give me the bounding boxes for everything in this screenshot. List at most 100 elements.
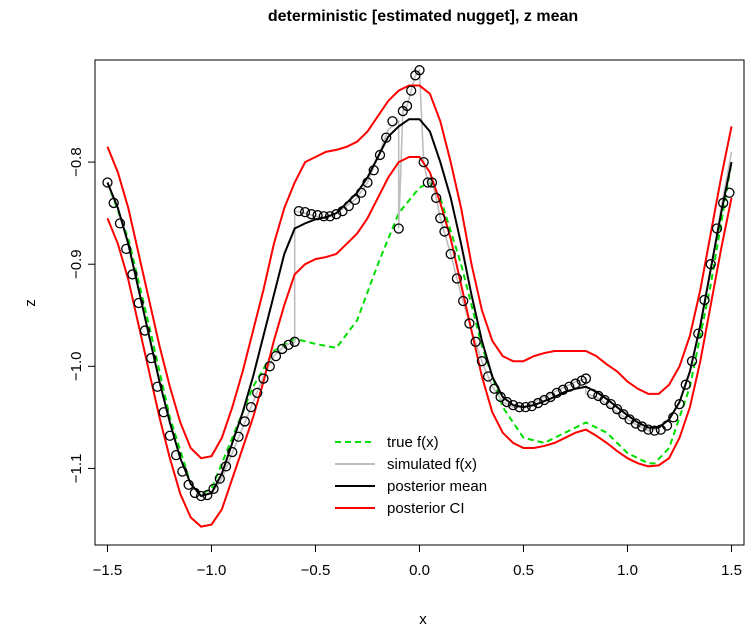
data-point <box>587 388 598 400</box>
data-point <box>674 398 685 410</box>
data-point <box>252 387 263 399</box>
data-point <box>245 402 257 413</box>
data-point <box>227 446 238 458</box>
data-point <box>183 479 194 490</box>
data-point <box>532 397 544 409</box>
data-point <box>458 295 469 307</box>
data-point <box>418 156 429 168</box>
data-point <box>283 339 294 351</box>
data-point <box>430 192 442 203</box>
legend-label: simulated f(x) <box>387 456 477 473</box>
data-point <box>636 421 648 432</box>
data-point <box>611 404 623 415</box>
legend-label: posterior CI <box>387 500 465 517</box>
data-point <box>306 209 317 220</box>
x-tick-label: 0.0 <box>409 562 430 579</box>
data-point <box>464 318 475 329</box>
data-point <box>526 400 537 412</box>
x-tick-label: 1.0 <box>617 562 638 579</box>
series-line-simulated-f-x- <box>106 68 733 497</box>
data-point <box>324 211 336 222</box>
data-point <box>349 194 361 206</box>
data-point <box>699 294 710 306</box>
y-axis-label: z <box>22 299 39 307</box>
data-point <box>381 132 392 143</box>
y-tick-label: −0.9 <box>68 249 85 279</box>
data-point <box>127 269 138 280</box>
data-point <box>164 430 176 441</box>
data-point <box>718 197 729 209</box>
data-point <box>289 336 300 347</box>
data-point <box>133 297 144 309</box>
data-point <box>570 378 581 389</box>
data-point <box>312 210 323 221</box>
data-point <box>239 416 250 427</box>
data-point <box>258 373 269 384</box>
y-axis: −0.8 −0.9 −1.0 −1.1 <box>68 147 95 483</box>
data-point <box>470 336 481 347</box>
y-tick-label: −1.1 <box>68 454 85 484</box>
data-point <box>551 387 562 399</box>
y-tick-label: −0.8 <box>68 147 85 177</box>
y-tick-label: −1.0 <box>68 352 85 382</box>
data-point <box>114 218 126 229</box>
data-point <box>445 248 456 260</box>
data-point <box>507 399 519 411</box>
legend-label: posterior mean <box>387 478 487 495</box>
data-point <box>501 396 513 408</box>
data-point <box>299 206 311 218</box>
data-point <box>331 209 342 220</box>
data-point <box>343 200 354 212</box>
series-line-true-f-x- <box>106 161 733 496</box>
data-point <box>680 379 691 390</box>
data-point <box>195 490 207 502</box>
data-point <box>618 409 629 420</box>
data-point <box>233 431 244 442</box>
data-point <box>495 391 506 403</box>
data-point <box>318 211 329 222</box>
x-axis-label: x <box>419 611 427 628</box>
x-tick-label: 0.5 <box>513 562 534 579</box>
data-point <box>451 273 463 284</box>
data-point <box>668 412 679 423</box>
data-point <box>693 328 704 339</box>
data-point <box>356 187 367 198</box>
data-point <box>152 381 163 392</box>
chart-title: deterministic [estimated nugget], z mean <box>268 8 578 25</box>
x-tick-label: 1.5 <box>721 562 742 579</box>
data-point <box>170 449 182 461</box>
data-point <box>661 420 673 431</box>
data-point <box>387 116 398 127</box>
data-point <box>139 325 151 336</box>
data-point <box>406 85 417 96</box>
data-point <box>539 394 550 406</box>
data-point <box>202 489 213 501</box>
data-point <box>177 466 188 477</box>
data-point <box>514 402 525 413</box>
data-point <box>422 177 433 188</box>
data-point <box>208 483 219 494</box>
data-point <box>705 259 716 270</box>
series-line-posterior-ci <box>106 84 733 460</box>
data-point <box>414 65 425 76</box>
legend-label: true f(x) <box>387 434 439 451</box>
data-point <box>564 381 575 392</box>
x-tick-label: −1.5 <box>93 562 123 579</box>
data-point <box>146 352 157 364</box>
data-point <box>520 402 531 413</box>
data-point <box>393 223 404 234</box>
data-point <box>270 350 282 362</box>
data-point <box>724 187 735 198</box>
data-point <box>649 425 660 436</box>
data-point <box>374 149 386 161</box>
data-point <box>362 177 373 188</box>
data-point <box>121 243 132 255</box>
data-point <box>264 361 275 372</box>
data-point <box>337 205 348 217</box>
data-point <box>686 356 698 367</box>
data-point <box>220 461 232 472</box>
data-point <box>214 473 225 484</box>
x-tick-label: −1.0 <box>197 562 227 579</box>
data-point <box>482 371 494 382</box>
